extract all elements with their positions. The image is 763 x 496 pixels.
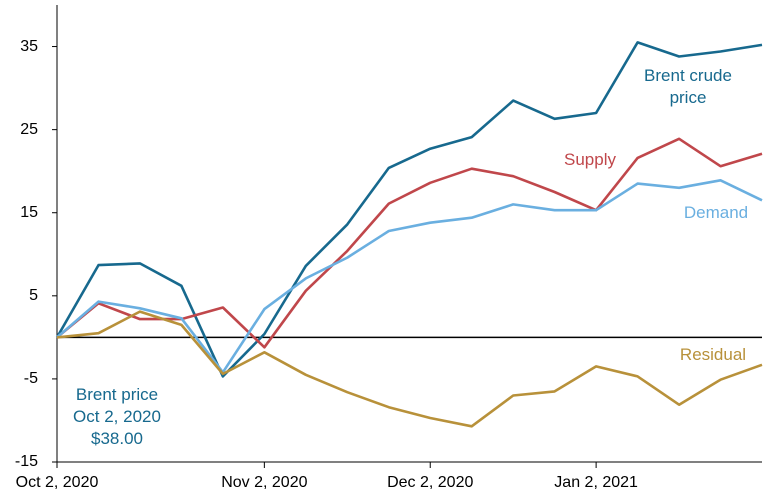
x-tick-label: Nov 2, 2020 <box>221 474 307 491</box>
annotation: Brent price <box>75 385 159 404</box>
x-tick-label: Dec 2, 2020 <box>387 474 473 491</box>
series-line <box>56 137 763 349</box>
series-label: Residual <box>679 345 747 364</box>
series-line <box>55 41 763 378</box>
y-tick-label: -5 <box>24 370 38 387</box>
series-label: Supply <box>564 150 616 169</box>
y-tick-label: 15 <box>20 204 38 221</box>
x-tick-label: Jan 2, 2021 <box>554 474 638 491</box>
series-line <box>56 310 763 428</box>
series-line <box>56 179 763 374</box>
y-tick-label: 5 <box>29 287 38 304</box>
y-tick-label: 25 <box>20 121 38 138</box>
annotation: $38.00 <box>91 429 143 448</box>
y-tick-label: 35 <box>20 38 38 55</box>
y-tick-label: -15 <box>15 453 38 470</box>
series-label: Demand <box>683 203 749 222</box>
annotation: Oct 2, 2020 <box>73 407 161 426</box>
x-tick-label: Oct 2, 2020 <box>16 474 99 491</box>
series-label: Brent crude price <box>644 66 732 107</box>
